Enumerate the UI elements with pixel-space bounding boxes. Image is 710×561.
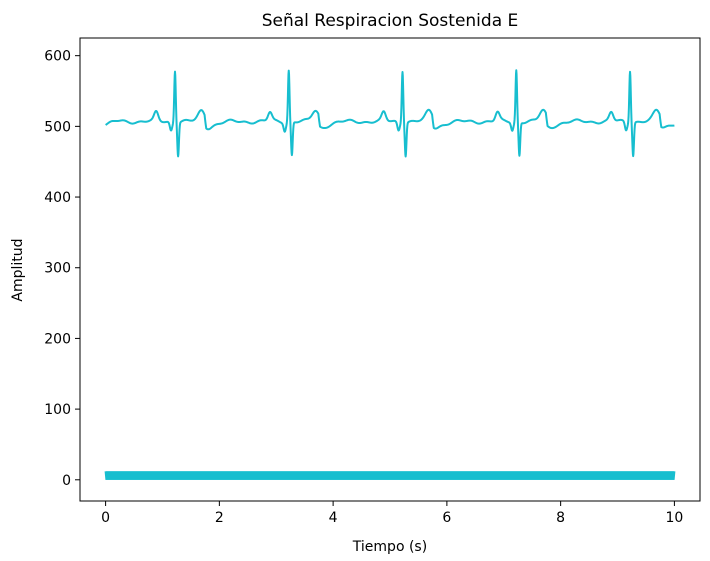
y-tick-label: 500	[44, 119, 71, 135]
y-tick-label: 100	[44, 402, 71, 418]
series-ecg-line	[104, 69, 676, 158]
y-tick-label: 0	[62, 473, 71, 489]
x-axis: 0 2 4 6 8 10	[101, 501, 683, 526]
x-tick-label: 10	[665, 510, 683, 526]
series-oscillation-line	[104, 471, 676, 480]
plot-frame	[79, 37, 701, 502]
x-tick-label: 8	[556, 510, 565, 526]
x-tick-label: 4	[329, 510, 338, 526]
y-axis: 0 100 200 300 400 500 600	[44, 49, 80, 489]
x-tick-label: 0	[101, 510, 110, 526]
y-tick-label: 400	[44, 190, 71, 206]
y-tick-label: 600	[44, 49, 71, 65]
plot-area	[104, 69, 676, 480]
x-axis-label: Tiempo (s)	[352, 539, 427, 555]
y-tick-label: 300	[44, 261, 71, 277]
y-tick-label: 200	[44, 331, 71, 347]
chart-title: Señal Respiracion Sostenida E	[262, 11, 519, 31]
x-tick-label: 6	[442, 510, 451, 526]
y-axis-label: Amplitud	[10, 238, 26, 301]
x-tick-label: 2	[215, 510, 224, 526]
